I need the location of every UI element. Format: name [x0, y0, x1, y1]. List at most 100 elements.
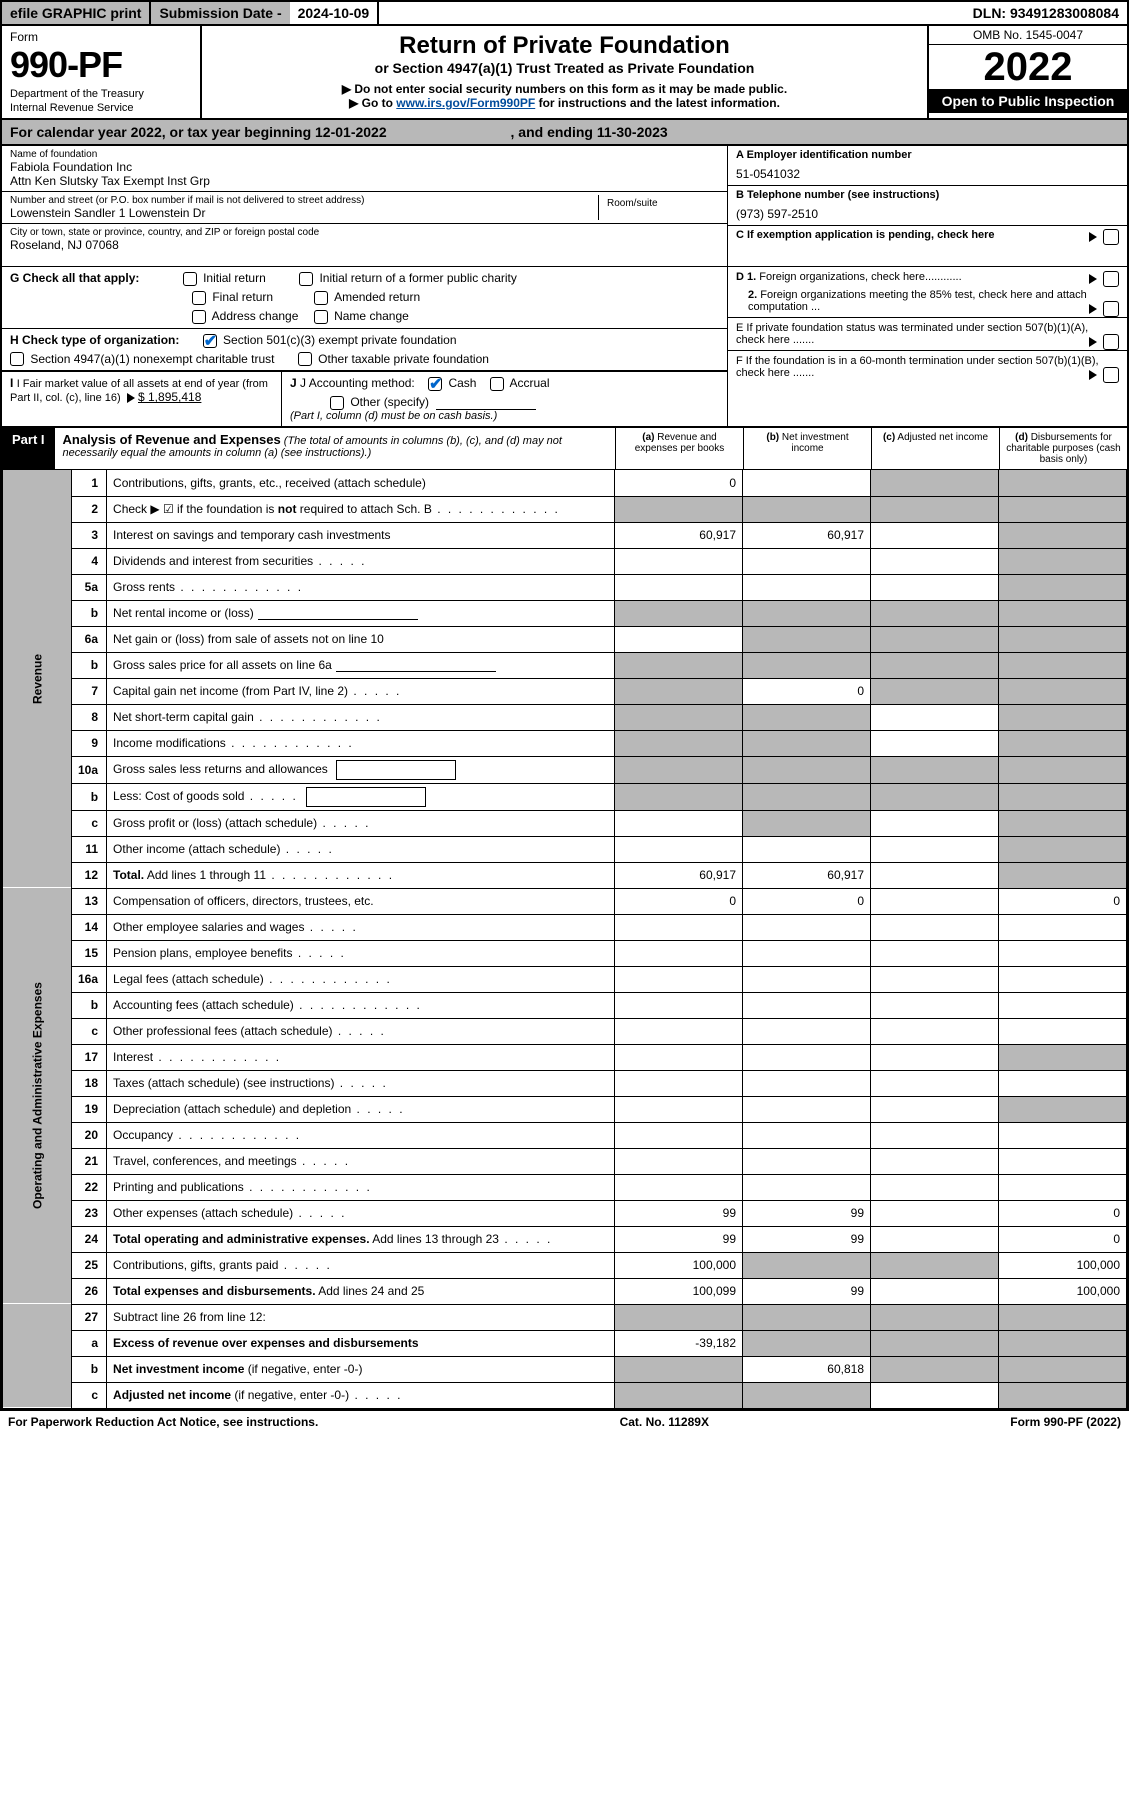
cell-value — [743, 1096, 871, 1122]
cell-value: -39,182 — [615, 1330, 743, 1356]
row-num: b — [72, 783, 107, 810]
cell-value — [999, 1070, 1127, 1096]
table-row: 24Total operating and administrative exp… — [3, 1226, 1127, 1252]
cell-value — [871, 730, 999, 756]
cell-value — [871, 1122, 999, 1148]
cell-grey — [615, 756, 743, 783]
cell-value — [615, 966, 743, 992]
cb-initial-former[interactable] — [299, 272, 313, 286]
form-title-block: Return of Private Foundation or Section … — [202, 26, 927, 118]
d1-checkbox[interactable] — [1103, 271, 1119, 287]
table-row: 22Printing and publications — [3, 1174, 1127, 1200]
table-row: 27Subtract line 26 from line 12: — [3, 1304, 1127, 1330]
table-row: 25Contributions, gifts, grants paid100,0… — [3, 1252, 1127, 1278]
g-label: G Check all that apply: — [10, 271, 139, 285]
cb-amended[interactable] — [314, 291, 328, 305]
table-row: 6aNet gain or (loss) from sale of assets… — [3, 626, 1127, 652]
arrow-icon — [127, 393, 135, 403]
c-checkbox[interactable] — [1103, 229, 1119, 245]
cb-cash[interactable] — [428, 377, 442, 391]
cb-4947a1[interactable] — [10, 352, 24, 366]
cell-value — [871, 1018, 999, 1044]
cb-accrual[interactable] — [490, 377, 504, 391]
row-num: c — [72, 1382, 107, 1408]
cb-501c3[interactable] — [203, 334, 217, 348]
submission-date-value: 2024-10-09 — [298, 5, 370, 21]
cell-value — [871, 914, 999, 940]
cell-grey — [999, 470, 1127, 496]
row-num: 7 — [72, 678, 107, 704]
table-row: aExcess of revenue over expenses and dis… — [3, 1330, 1127, 1356]
table-row: 21Travel, conferences, and meetings — [3, 1148, 1127, 1174]
row-desc: Other employee salaries and wages — [107, 914, 615, 940]
d2-checkbox[interactable] — [1103, 301, 1119, 317]
cell-value: 0 — [743, 888, 871, 914]
cell-value — [871, 836, 999, 862]
cell-value: 60,917 — [743, 522, 871, 548]
cb-initial-return[interactable] — [183, 272, 197, 286]
tax-year: 2022 — [929, 45, 1127, 89]
cell-grey — [999, 548, 1127, 574]
cell-grey — [999, 626, 1127, 652]
cell-value — [999, 1018, 1127, 1044]
cell-value — [615, 1018, 743, 1044]
cell-grey — [871, 783, 999, 810]
f-checkbox[interactable] — [1103, 367, 1119, 383]
row-num: 15 — [72, 940, 107, 966]
table-row: bAccounting fees (attach schedule) — [3, 992, 1127, 1018]
cell-value — [871, 992, 999, 1018]
col-a-head: (a) Revenue and expenses per books — [615, 428, 743, 469]
cell-grey — [743, 652, 871, 678]
row-num: 18 — [72, 1070, 107, 1096]
cell-grey — [999, 574, 1127, 600]
row-desc: Gross rents — [107, 574, 615, 600]
e-checkbox[interactable] — [1103, 334, 1119, 350]
foundation-name-2: Attn Ken Slutsky Tax Exempt Inst Grp — [10, 174, 719, 188]
efile-print-button[interactable]: efile GRAPHIC print — [2, 2, 151, 24]
submission-date-label: Submission Date - — [151, 2, 289, 24]
cell-value — [999, 1174, 1127, 1200]
cell-grey — [743, 1252, 871, 1278]
cb-other-taxable[interactable] — [298, 352, 312, 366]
row-desc: Total expenses and disbursements. Add li… — [107, 1278, 615, 1304]
city-cell: City or town, state or province, country… — [2, 224, 727, 255]
cell-grey — [999, 600, 1127, 626]
cell-grey — [999, 1044, 1127, 1070]
address-value: Lowenstein Sandler 1 Lowenstein Dr — [10, 206, 598, 220]
h-opt-3: Other taxable private foundation — [318, 352, 489, 366]
cell-grey — [743, 730, 871, 756]
cell-grey — [999, 810, 1127, 836]
cell-value — [871, 966, 999, 992]
cell-grey — [615, 496, 743, 522]
dept-treasury: Department of the Treasury — [10, 88, 192, 100]
foundation-name-1: Fabiola Foundation Inc — [10, 160, 719, 174]
cell-value — [871, 574, 999, 600]
row-num: 13 — [72, 888, 107, 914]
row-desc: Contributions, gifts, grants paid — [107, 1252, 615, 1278]
cell-grey — [999, 1356, 1127, 1382]
c-label: C If exemption application is pending, c… — [736, 229, 995, 241]
instructions-link[interactable]: www.irs.gov/Form990PF — [396, 96, 535, 110]
cell-grey — [871, 652, 999, 678]
cb-name-change[interactable] — [314, 310, 328, 324]
cell-grey — [871, 496, 999, 522]
cell-value — [615, 1122, 743, 1148]
cell-grey — [999, 678, 1127, 704]
cell-grey — [999, 652, 1127, 678]
cell-grey — [615, 678, 743, 704]
cell-grey — [615, 1304, 743, 1330]
cell-value — [615, 836, 743, 862]
cell-value — [871, 1200, 999, 1226]
cal-mid: , and ending — [511, 124, 597, 140]
cell-grey — [871, 1252, 999, 1278]
cell-grey — [743, 704, 871, 730]
omb-number: OMB No. 1545-0047 — [929, 26, 1127, 45]
cell-grey — [999, 496, 1127, 522]
cb-other-method[interactable] — [330, 396, 344, 410]
cb-final-return[interactable] — [192, 291, 206, 305]
cb-address-change[interactable] — [192, 310, 206, 324]
table-row: cGross profit or (loss) (attach schedule… — [3, 810, 1127, 836]
cell-grey — [871, 470, 999, 496]
table-row: 20Occupancy — [3, 1122, 1127, 1148]
table-row: cOther professional fees (attach schedul… — [3, 1018, 1127, 1044]
